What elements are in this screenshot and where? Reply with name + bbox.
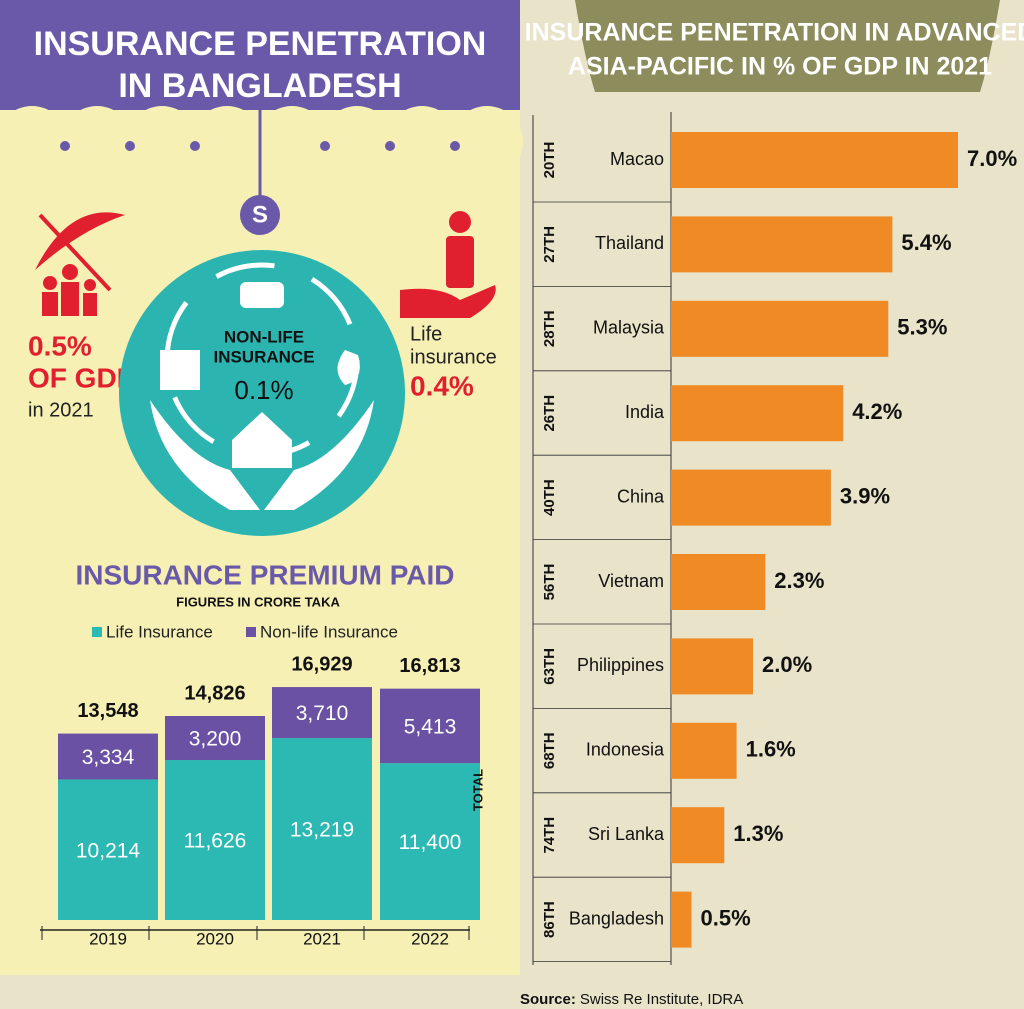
- rank-label: 20TH: [541, 142, 558, 179]
- value-label: 3.9%: [840, 483, 890, 508]
- value-label: 5.4%: [901, 230, 951, 255]
- category-label: Bangladesh: [569, 908, 664, 928]
- value-label: 3,710: [296, 702, 349, 725]
- life-label: Life: [410, 323, 442, 345]
- bar: [671, 300, 889, 357]
- value-label: 2.0%: [762, 652, 812, 677]
- legend-swatch: [246, 627, 256, 637]
- rank-label: 86TH: [541, 901, 558, 938]
- total-label: 13,548: [77, 700, 138, 722]
- x-tick-label: 2020: [196, 929, 234, 948]
- category-label: Indonesia: [586, 740, 665, 760]
- bar-segment: [165, 715, 265, 761]
- rank-label: 68TH: [541, 732, 558, 769]
- non-life-icon: [119, 250, 405, 536]
- rank-label: 27TH: [541, 226, 558, 263]
- source: Source: Swiss Re Institute, IDRA: [520, 991, 743, 1008]
- chart-subtitle: FIGURES IN CRORE TAKA: [176, 594, 340, 609]
- category-label: Philippines: [577, 655, 664, 675]
- rank-label: 26TH: [541, 395, 558, 432]
- bar: [671, 554, 766, 610]
- value-label: 3,334: [82, 746, 135, 769]
- bar: [671, 385, 844, 442]
- total-unit: OF GDP: [28, 362, 135, 393]
- total-label: 16,813: [399, 655, 460, 677]
- bar: [671, 216, 893, 273]
- total-axis-label: TOTAL: [470, 769, 485, 811]
- category-label: Thailand: [595, 233, 664, 253]
- bar: [671, 469, 831, 526]
- rank-label: 56TH: [541, 564, 558, 601]
- right-header: [575, 0, 1000, 92]
- value-label: 3,200: [189, 728, 242, 751]
- x-tick-label: 2022: [411, 929, 449, 948]
- category-label: Sri Lanka: [588, 824, 665, 844]
- bar-segment: [165, 760, 265, 920]
- rank-label: 40TH: [541, 479, 558, 516]
- non-life-label: INSURANCE: [213, 347, 314, 366]
- bar-segment: [58, 779, 158, 920]
- value-label: 5,413: [404, 715, 457, 738]
- total-label: 16,929: [291, 653, 352, 675]
- value-label: 1.6%: [746, 737, 796, 762]
- value-label: 1.3%: [733, 821, 783, 846]
- value-label: 11,400: [399, 831, 462, 854]
- life-value: 0.4%: [410, 370, 474, 401]
- bar-segment: [272, 687, 372, 739]
- source-label: Source:: [520, 991, 576, 1008]
- non-life-value: 0.1%: [234, 375, 293, 405]
- bar-segment: [380, 688, 480, 764]
- value-label: 7.0%: [967, 146, 1017, 171]
- non-life-label: NON-LIFE: [224, 327, 304, 346]
- rank-label: 28TH: [541, 310, 558, 347]
- life-label: insurance: [410, 346, 497, 368]
- value-label: 11,626: [184, 830, 247, 853]
- bar-segment: [272, 738, 372, 920]
- total-year: in 2021: [28, 399, 94, 421]
- rank-label: 63TH: [541, 648, 558, 685]
- x-tick-label: 2021: [303, 929, 341, 948]
- value-label: 4.2%: [852, 399, 902, 424]
- svg-text:S: S: [252, 201, 268, 228]
- umbrella-icon: [35, 212, 125, 316]
- value-label: 10,214: [76, 839, 141, 862]
- chart-title: ASIA-PACIFIC IN % OF GDP IN 2021: [568, 53, 992, 81]
- source-text: Swiss Re Institute, IDRA: [580, 991, 743, 1008]
- banner: S: [0, 0, 523, 235]
- title-line: IN BANGLADESH: [118, 67, 401, 105]
- chart-title: INSURANCE PENETRATION IN ADVANCED: [525, 19, 1024, 47]
- bar: [671, 807, 725, 864]
- legend-label: Life Insurance: [106, 622, 213, 641]
- bar: [671, 132, 958, 188]
- value-label: 13,219: [290, 819, 354, 842]
- life-icon: [400, 211, 496, 318]
- value-label: 0.5%: [701, 905, 751, 930]
- legend-label: Non-life Insurance: [260, 622, 398, 641]
- legend-swatch: [92, 627, 102, 637]
- x-tick-label: 2019: [89, 929, 127, 948]
- bar: [671, 891, 692, 948]
- bar: [671, 722, 737, 779]
- category-label: Malaysia: [593, 318, 665, 338]
- chart-title: INSURANCE PREMIUM PAID: [75, 559, 454, 590]
- bar-segment: [58, 733, 158, 780]
- bar-segment: [380, 763, 480, 920]
- total-value: 0.5%: [28, 330, 92, 361]
- bar: [671, 638, 753, 695]
- category-label: Macao: [610, 149, 664, 169]
- rank-label: 74TH: [541, 817, 558, 854]
- value-label: 5.3%: [897, 315, 947, 340]
- category-label: Vietnam: [598, 571, 664, 591]
- value-label: 2.3%: [774, 568, 824, 593]
- category-label: China: [617, 486, 665, 506]
- total-label: 14,826: [184, 682, 245, 704]
- title-line: INSURANCE PENETRATION: [34, 25, 487, 63]
- category-label: India: [625, 402, 665, 422]
